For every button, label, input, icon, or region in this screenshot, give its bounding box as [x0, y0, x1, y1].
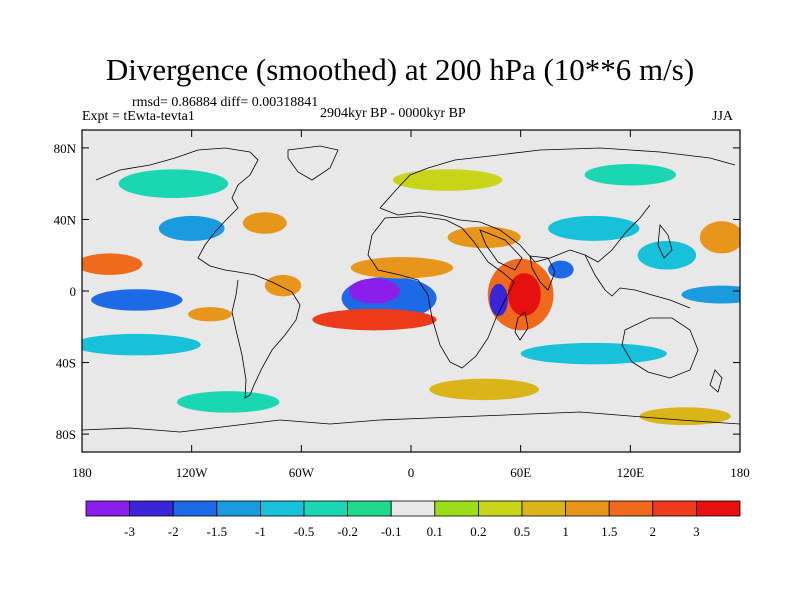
colorbar-label-4: -0.5 [294, 524, 315, 539]
coast-antarctica [82, 411, 740, 433]
coastlines [82, 145, 740, 433]
coast-greenland [287, 145, 339, 181]
field-cell-10 [350, 257, 454, 279]
colorbar-label-5: -0.2 [337, 524, 358, 539]
colorbar-box-12 [608, 500, 654, 517]
coast-australia [621, 317, 699, 379]
field-cell-6 [392, 169, 503, 191]
field-cell-19 [82, 253, 143, 275]
field-cell-24 [188, 307, 232, 322]
colorbar-box-5 [303, 500, 348, 517]
field-cell-8 [548, 215, 640, 241]
coast-japan [657, 223, 673, 259]
coast-north-america [95, 147, 259, 273]
experiment-label: Expt = tEwta-tevta1 [82, 109, 195, 124]
colorbar-label-13: 3 [693, 524, 700, 539]
field-cell-22 [242, 212, 287, 234]
colorbar-box-3 [216, 500, 261, 517]
field-cell-15 [639, 407, 731, 426]
y-tick-label-1: 40N [54, 212, 77, 227]
colorbar-label-10: 1 [562, 524, 569, 539]
coast-south-america [231, 271, 301, 399]
colorbar-box-13 [652, 500, 697, 517]
field-cell-14 [158, 215, 225, 241]
field-cell-23 [264, 274, 302, 297]
coast-africa [367, 215, 515, 369]
colorbar-label-11: 1.5 [601, 524, 617, 539]
field-cell-5 [312, 308, 437, 331]
colorbar-box-1 [129, 500, 174, 517]
field-cell-12 [91, 289, 183, 311]
colorbar-label-9: 0.5 [514, 524, 530, 539]
x-tick-label-4: 60E [510, 465, 531, 480]
colorbar-box-14 [696, 500, 741, 517]
x-tick-label-3: 0 [408, 465, 415, 480]
x-tick-label-1: 120W [176, 465, 209, 480]
colorbar-label-12: 2 [650, 524, 657, 539]
colorbar-label-8: 0.2 [470, 524, 486, 539]
field-cell-18 [699, 221, 740, 254]
y-tick-label-0: 80N [54, 141, 77, 156]
period-label: 2904kyr BP - 0000kyr BP [320, 106, 466, 121]
colorbar-box-8 [434, 500, 479, 517]
colorbar-box-0 [85, 500, 130, 517]
field-cell-25 [489, 283, 508, 317]
colorbar-box-11 [565, 500, 610, 517]
y-tick-label-3: 40S [56, 356, 76, 371]
field-cell-4 [82, 333, 201, 356]
field-cell-21 [348, 278, 401, 304]
axis-ticks: 80N 40N 0 40S 80S 180 120W 60W 0 60E 120E 180 [54, 130, 750, 480]
colorbar-box-2 [172, 500, 218, 517]
x-tick-label-5: 120E [617, 465, 645, 480]
coast-arabia [479, 229, 523, 271]
x-tick-label-6: 180 [730, 465, 750, 480]
colorbar-box-4 [259, 500, 305, 517]
coast-madagascar [514, 311, 529, 341]
coast-eurasia [379, 147, 736, 209]
coast-new-zealand [709, 369, 723, 393]
stats-text: rmsd= 0.86884 diff= 0.00318841 [132, 95, 319, 110]
colorbar-label-7: 0.1 [427, 524, 443, 539]
field-cell-11 [584, 163, 677, 186]
x-tick-label-2: 60W [289, 465, 315, 480]
field-cell-3 [520, 342, 667, 365]
field-cell-17 [681, 285, 740, 304]
y-tick-label-4: 80S [56, 427, 76, 442]
colorbar-label-2: -1.5 [207, 524, 228, 539]
coast-southeast-asia [584, 254, 691, 309]
colorbar-label-6: -0.1 [381, 524, 402, 539]
colorbar-box-9 [477, 500, 523, 517]
colorbar: -3 -2 -1.5 -1 -0.5 -0.2 -0.1 0.1 0.2 0.5 1 1.5 2 3 [85, 500, 741, 539]
colorbar-label-1: -2 [168, 524, 179, 539]
map-title: Divergence (smoothed) at 200 hPa (10**6 … [105, 52, 695, 87]
field-cell-26 [548, 260, 574, 279]
field-cell-2 [118, 169, 229, 198]
field-cell-20 [507, 273, 541, 317]
colorbar-box-6 [347, 500, 392, 517]
colorbar-label-3: -1 [255, 524, 266, 539]
colorbar-box-7 [390, 500, 436, 517]
coast-europe-south [379, 204, 651, 263]
season-label: JJA [712, 109, 734, 124]
x-tick-label-0: 180 [72, 465, 92, 480]
colorbar-box-10 [521, 500, 566, 517]
colorbar-label-0: -3 [124, 524, 135, 539]
y-tick-label-2: 0 [70, 284, 77, 299]
field-cell-9 [177, 391, 280, 413]
field-cell-7 [429, 378, 539, 401]
coast-india [529, 255, 556, 291]
